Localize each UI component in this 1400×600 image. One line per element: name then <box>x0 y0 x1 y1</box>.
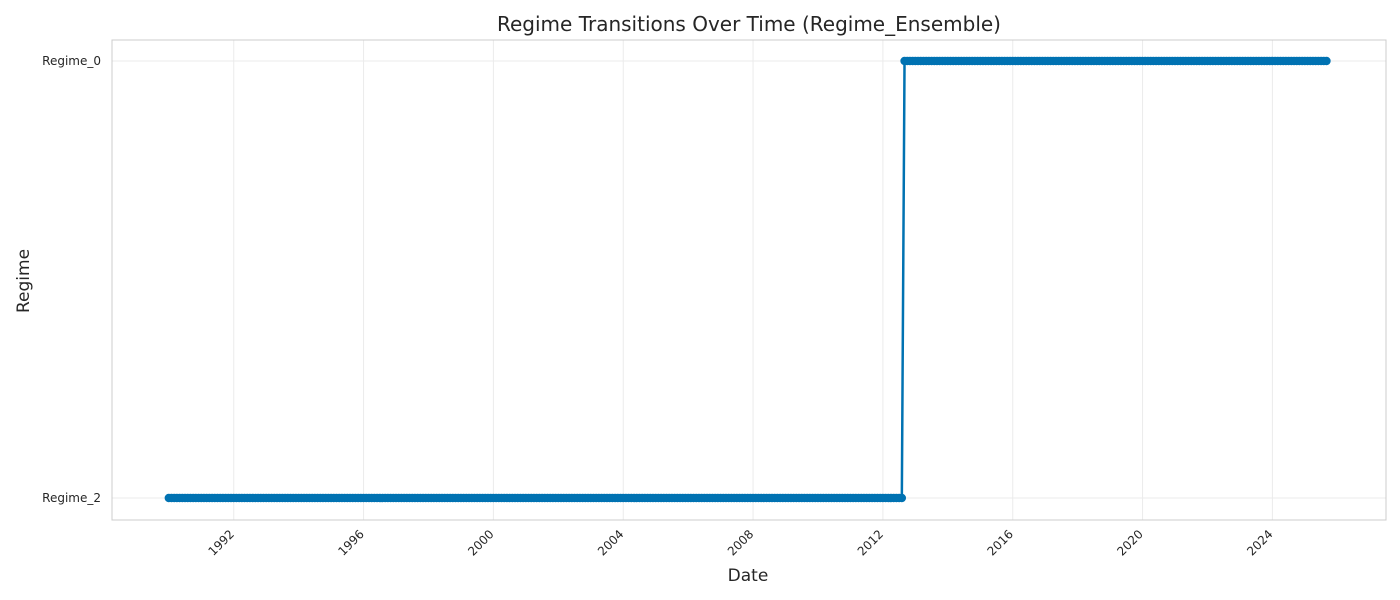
y-axis-ticks: Regime_2 Regime_0 <box>42 54 101 505</box>
plot-frame <box>111 39 1387 521</box>
data-point <box>897 493 907 503</box>
y-axis-label: Regime <box>14 249 34 313</box>
x-axis-label: Date <box>728 566 769 586</box>
x-tick-label: 1992 <box>206 527 237 558</box>
x-axis-ticks: 1992 1996 2000 2004 2008 2012 2016 2020 2024 <box>206 527 1276 558</box>
y-tick-label: Regime_0 <box>42 54 101 68</box>
grid <box>112 40 1386 520</box>
x-tick-label: 2008 <box>725 527 756 558</box>
chart-title: Regime Transitions Over Time (Regime_Ens… <box>497 12 1001 36</box>
x-tick-label: 2000 <box>465 527 496 558</box>
series-regime <box>164 56 1331 503</box>
x-tick-label: 2004 <box>595 527 626 558</box>
y-tick-label: Regime_2 <box>42 491 101 505</box>
x-tick-label: 1996 <box>335 527 366 558</box>
series-line <box>168 59 1327 500</box>
data-point <box>1322 56 1331 66</box>
x-tick-label: 2012 <box>855 527 886 558</box>
x-tick-label: 2016 <box>985 527 1016 558</box>
x-tick-label: 2024 <box>1244 527 1275 558</box>
x-tick-label: 2020 <box>1114 527 1145 558</box>
